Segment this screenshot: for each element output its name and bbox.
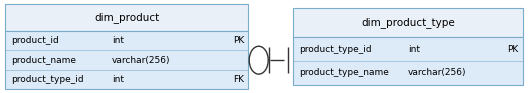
- Text: FK: FK: [233, 75, 244, 84]
- Text: product_name: product_name: [12, 56, 77, 65]
- Text: varchar(256): varchar(256): [112, 56, 171, 65]
- Text: product_type_name: product_type_name: [299, 68, 389, 77]
- Ellipse shape: [249, 46, 268, 74]
- Text: product_type_id: product_type_id: [299, 45, 372, 54]
- Bar: [293, 8, 523, 37]
- Text: dim_product_type: dim_product_type: [361, 17, 455, 28]
- Bar: [293, 37, 523, 85]
- Text: product_id: product_id: [12, 36, 59, 45]
- Text: int: int: [408, 45, 420, 54]
- Text: product_type_id: product_type_id: [12, 75, 84, 84]
- Text: PK: PK: [507, 45, 518, 54]
- Text: dim_product: dim_product: [94, 12, 159, 23]
- Text: int: int: [112, 75, 124, 84]
- Text: int: int: [112, 36, 124, 45]
- Text: PK: PK: [233, 36, 244, 45]
- Bar: [5, 31, 248, 89]
- Bar: [5, 4, 248, 31]
- Text: varchar(256): varchar(256): [408, 68, 466, 77]
